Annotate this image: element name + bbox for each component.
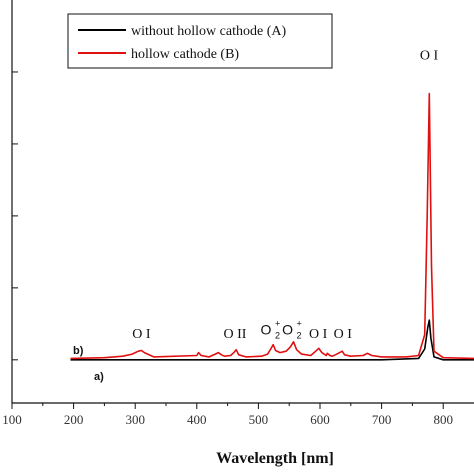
legend-box xyxy=(67,13,333,69)
annotation-label: O II xyxy=(224,327,247,342)
series-layer: a) b) xyxy=(70,92,474,383)
annotation-subscript: 2 xyxy=(275,331,280,341)
x-tick-label: 500 xyxy=(249,412,269,427)
series-line-b xyxy=(70,92,474,360)
curve-tag-b: b) xyxy=(73,345,84,357)
x-tick-label: 800 xyxy=(433,412,453,427)
x-axis-ticks: 100 200 300 400 500 600 700 800 xyxy=(2,403,453,427)
x-tick-label: 600 xyxy=(310,412,330,427)
annotation-label: O I xyxy=(132,327,151,342)
x-axis-label: Wavelength [nm] xyxy=(216,450,334,467)
x-tick-label: 700 xyxy=(372,412,392,427)
annotation-label: O xyxy=(282,322,293,338)
annotation-label: O I xyxy=(420,49,439,64)
x-tick-label: 300 xyxy=(125,412,145,427)
x-tick-label: 200 xyxy=(64,412,84,427)
annotation-o2-plus: O 2 + xyxy=(282,319,302,341)
legend-label-b: hollow cathode (B) xyxy=(131,47,239,62)
annotation-superscript: + xyxy=(275,319,280,329)
x-tick-label: 400 xyxy=(187,412,207,427)
annotation-label: O xyxy=(261,322,272,338)
annotation-subscript: 2 xyxy=(297,331,302,341)
legend-label-a: without hollow cathode (A) xyxy=(131,24,286,39)
annotation-label: O I xyxy=(309,327,328,342)
annotation-o2-plus: O 2 + xyxy=(261,319,281,341)
x-tick-label: 100 xyxy=(2,412,22,427)
annotation-superscript: + xyxy=(297,319,302,329)
curve-tag-a: a) xyxy=(94,371,104,383)
annotation-label: O I xyxy=(334,327,353,342)
legend: without hollow cathode (A) hollow cathod… xyxy=(67,13,333,69)
plot-frame xyxy=(11,0,474,404)
series-line-a xyxy=(70,319,474,361)
